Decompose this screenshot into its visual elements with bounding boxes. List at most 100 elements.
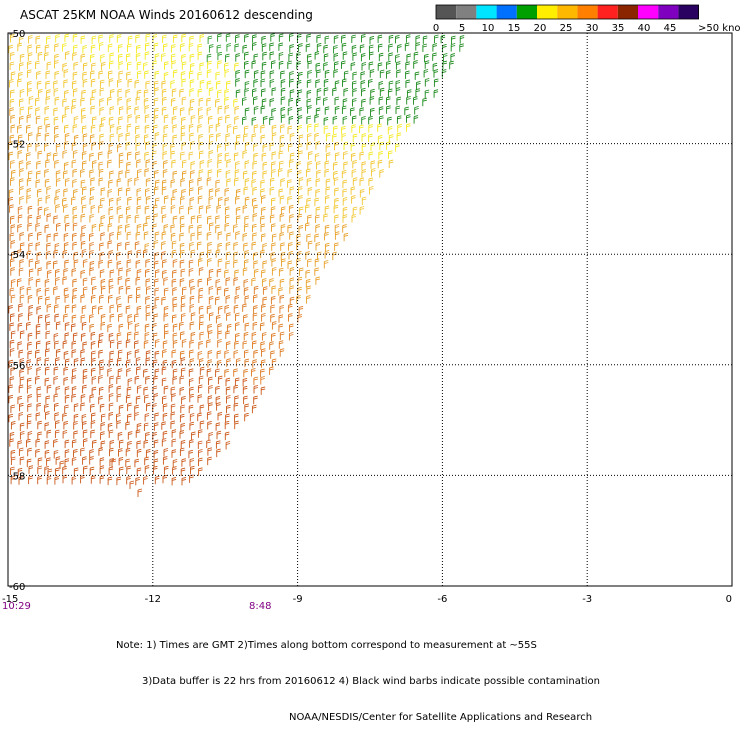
wind-barb (35, 35, 41, 45)
wind-barb (17, 322, 23, 332)
wind-barb (270, 251, 276, 261)
wind-barb (100, 197, 105, 206)
wind-barb (44, 224, 50, 233)
wind-barb (197, 241, 202, 250)
wind-barb (80, 97, 85, 107)
wind-barb (80, 314, 86, 323)
wind-barb (414, 71, 420, 80)
wind-barb (64, 332, 70, 341)
wind-barb (225, 295, 231, 304)
wind-barb (109, 106, 115, 115)
wind-barb (10, 330, 16, 339)
wind-barb (260, 368, 265, 378)
wind-barb (252, 312, 258, 321)
wind-barb (260, 376, 265, 385)
wind-barb (179, 205, 184, 214)
wind-barb (92, 439, 97, 449)
wind-barb (261, 359, 266, 368)
wind-barb (162, 349, 167, 358)
wind-barb (55, 348, 61, 358)
wind-barb (136, 196, 142, 206)
wind-barb (235, 195, 240, 205)
wind-barb (90, 205, 96, 214)
note-line-1: Note: 1) Times are GMT 2)Times along bot… (116, 640, 537, 651)
wind-barb (73, 61, 79, 71)
wind-barb (197, 384, 203, 393)
wind-barb (126, 386, 132, 396)
wind-barb (189, 358, 195, 367)
wind-barb (126, 123, 132, 133)
wind-barb (127, 178, 133, 187)
wind-barb (226, 232, 231, 241)
wind-barb (387, 88, 393, 97)
wind-barb (63, 287, 69, 296)
wind-barb (172, 296, 178, 306)
wind-barb (109, 170, 114, 179)
wind-barb (342, 51, 348, 60)
wind-barb (369, 186, 374, 195)
wind-barb (145, 268, 150, 278)
wind-barb (64, 358, 70, 367)
wind-barb (442, 53, 448, 62)
wind-barb (253, 53, 259, 62)
wind-barb (64, 33, 70, 43)
wind-barb (360, 80, 366, 89)
wind-barb (108, 78, 114, 87)
wind-barb (395, 87, 401, 96)
wind-barb (72, 150, 78, 159)
wind-barb (19, 286, 25, 295)
wind-barb (108, 142, 114, 152)
wind-barb (442, 60, 448, 70)
wind-barb (28, 304, 34, 314)
wind-barb (181, 78, 187, 87)
wind-barb (72, 232, 77, 242)
wind-barb (306, 79, 312, 88)
wind-barb (99, 294, 104, 304)
wind-barb (307, 60, 313, 69)
wind-barb (244, 81, 250, 90)
wind-barb (171, 60, 176, 69)
wind-barb (190, 312, 196, 321)
wind-barb (189, 242, 194, 251)
wind-barb (197, 231, 202, 240)
wind-barb (54, 133, 59, 143)
wind-barb (108, 278, 114, 287)
wind-barb (98, 204, 103, 213)
wind-barb (135, 96, 141, 105)
wind-barb (368, 124, 373, 133)
wind-barb (161, 421, 166, 430)
wind-barb (91, 412, 96, 421)
wind-barb (280, 242, 285, 251)
wind-barb (369, 96, 375, 105)
wind-barb (233, 98, 238, 108)
wind-barb (432, 52, 437, 61)
legend-swatch (537, 5, 558, 19)
wind-barb (172, 34, 178, 43)
wind-barb (289, 285, 294, 294)
wind-barb (233, 251, 238, 261)
wind-barb (180, 439, 186, 449)
wind-barb (368, 78, 373, 88)
wind-barb (45, 348, 50, 357)
wind-barb (90, 340, 96, 350)
wind-barb (251, 197, 257, 207)
wind-barb (89, 186, 95, 196)
wind-barb (180, 223, 185, 233)
wind-barb (162, 143, 168, 152)
wind-barb (252, 160, 258, 170)
wind-barb (261, 88, 266, 97)
wind-barb (208, 150, 214, 159)
wind-barb (153, 80, 159, 89)
wind-barb (234, 115, 239, 125)
wind-barb (181, 96, 187, 105)
wind-barb (406, 123, 411, 132)
wind-barb (226, 312, 231, 321)
wind-barb (189, 474, 194, 483)
wind-barb (118, 456, 124, 466)
wind-barb (17, 78, 22, 87)
wind-barb (271, 223, 276, 232)
wind-barb (215, 296, 220, 305)
wind-barb (126, 465, 131, 475)
wind-barb (234, 340, 239, 350)
wind-barb (225, 277, 231, 286)
